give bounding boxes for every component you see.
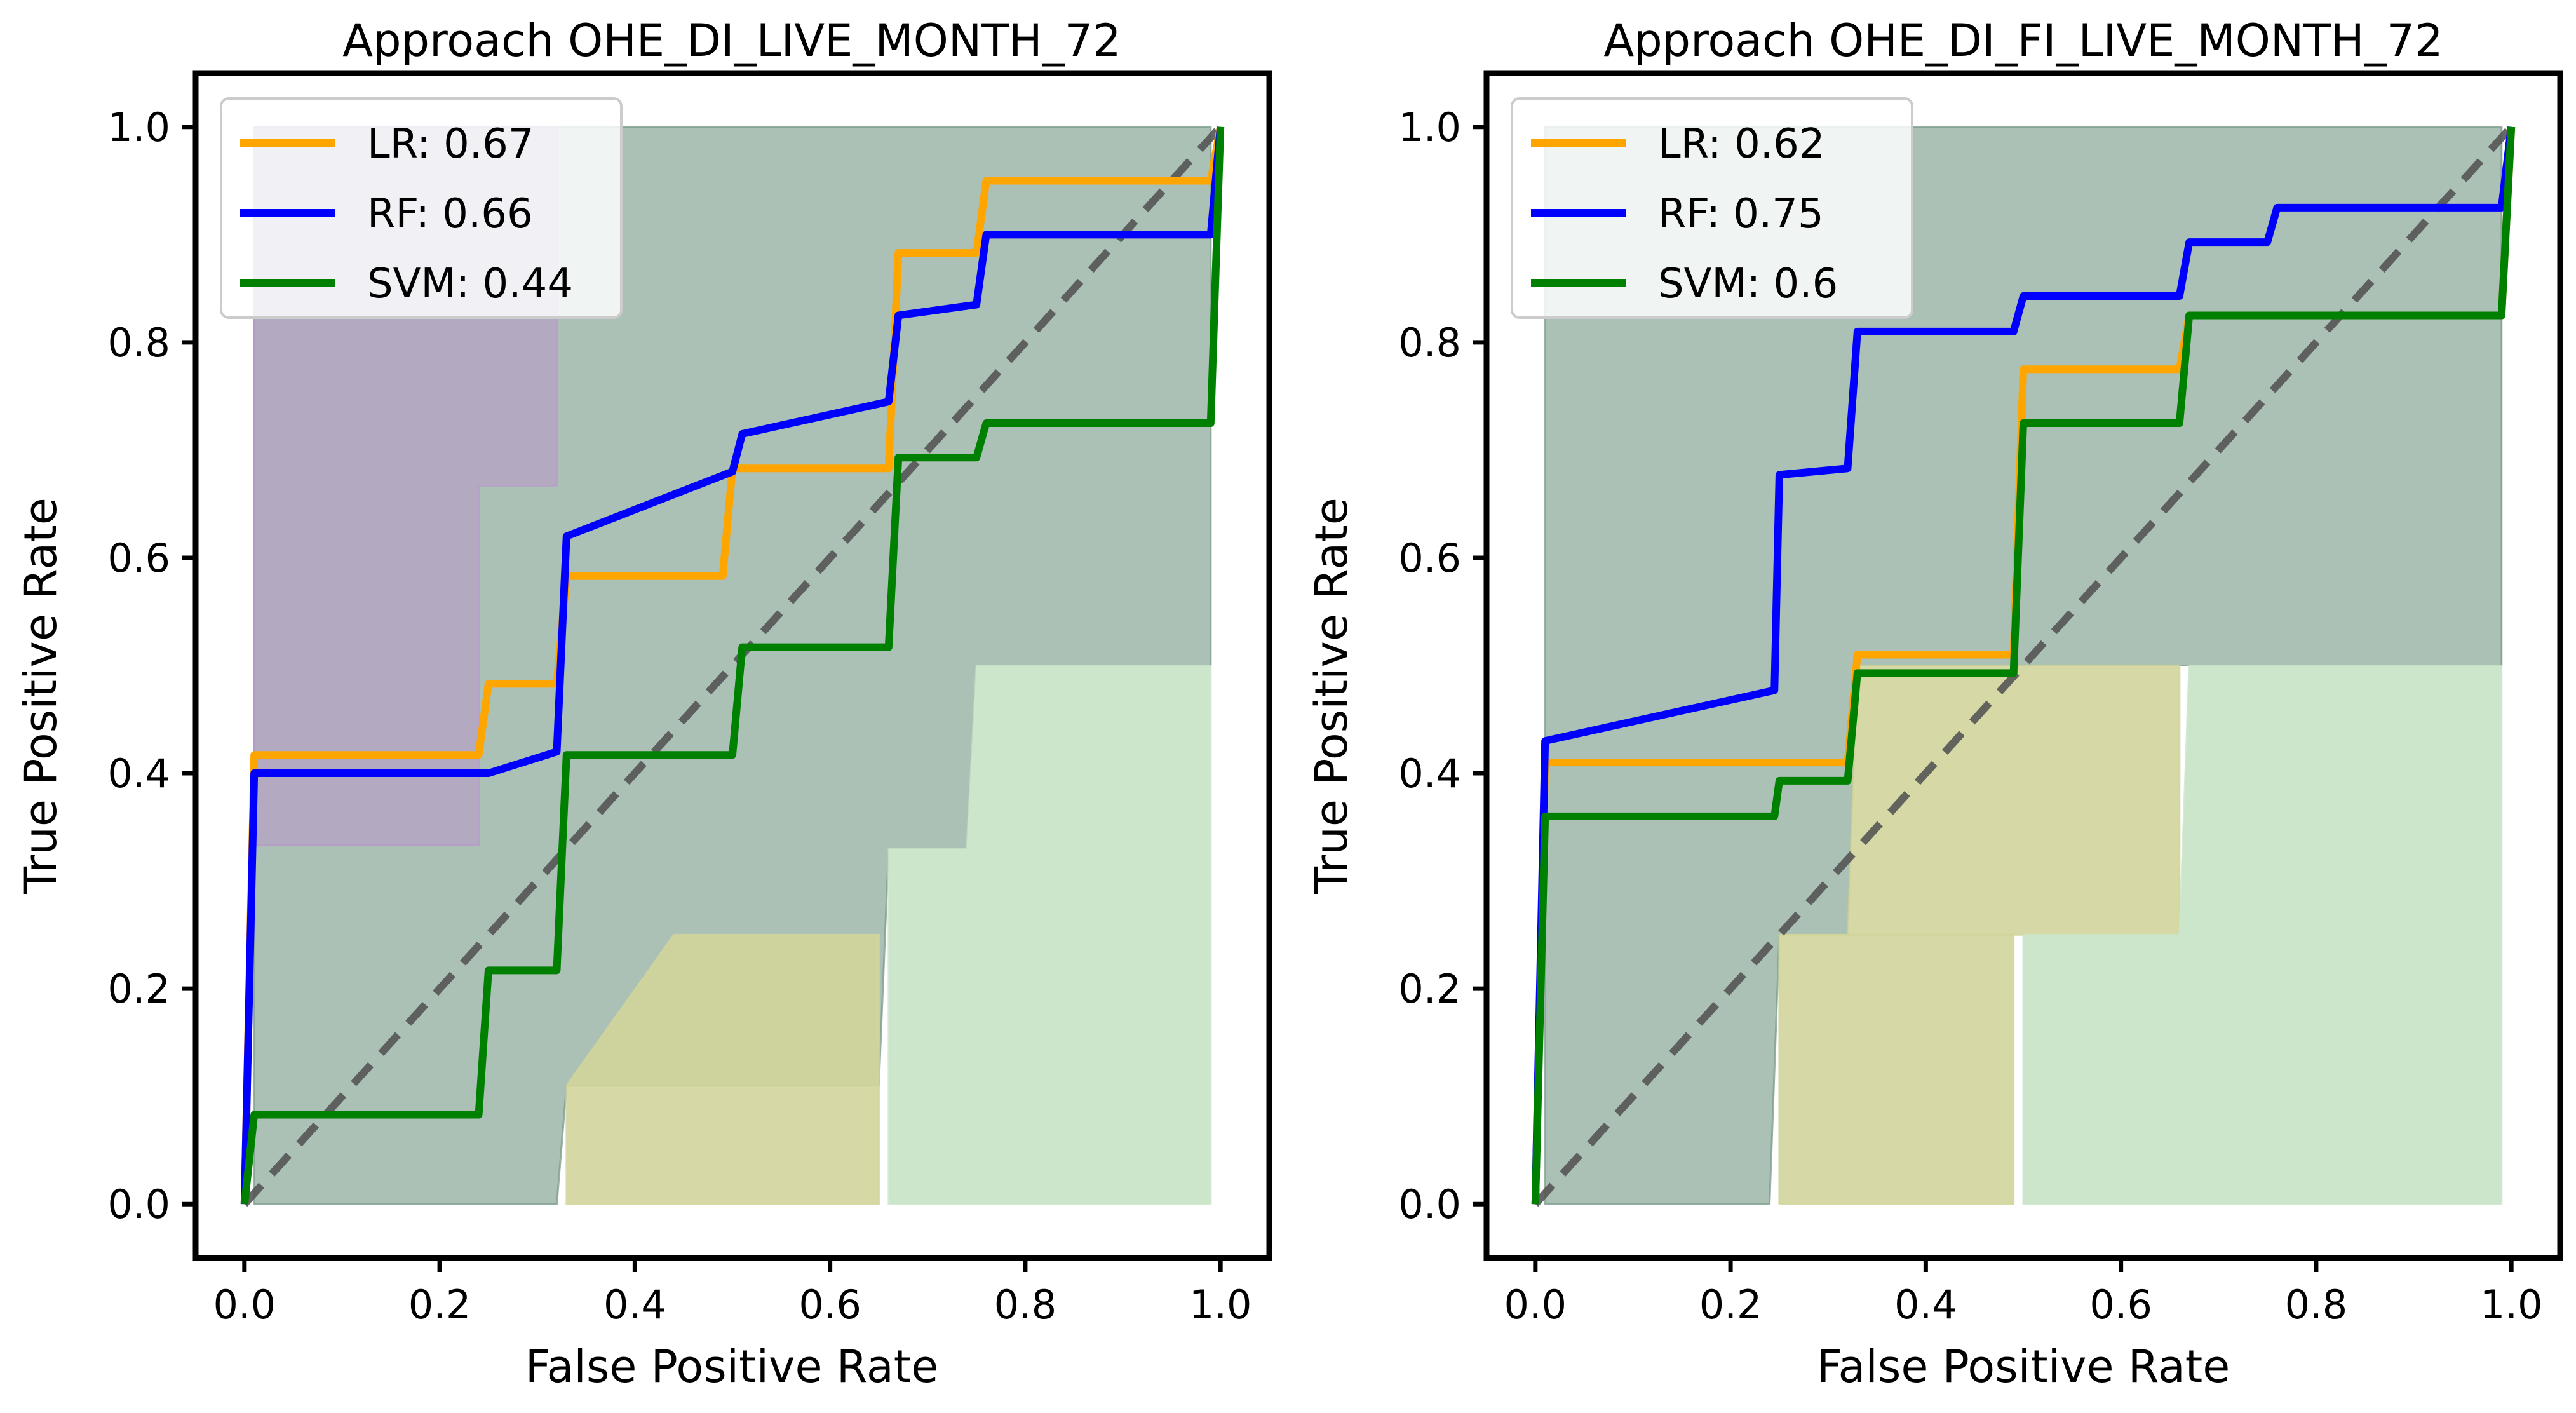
shaded-region-3 bbox=[1778, 933, 2015, 1205]
chart-title: Approach OHE_DI_FI_LIVE_MONTH_72 bbox=[1603, 15, 2443, 67]
x-tick-label: 0.0 bbox=[1504, 1281, 1567, 1328]
x-tick-label: 0.2 bbox=[1699, 1281, 1762, 1328]
y-tick-label: 0.8 bbox=[1398, 320, 1461, 366]
roc-line-2 bbox=[1531, 126, 2516, 1205]
x-tick-label: 0.0 bbox=[213, 1281, 276, 1328]
x-tick-label: 0.4 bbox=[1894, 1281, 1957, 1328]
x-tick-label: 1.0 bbox=[1189, 1281, 1252, 1328]
legend-entry-2: SVM: 0.44 bbox=[367, 260, 573, 308]
x-tick-label: 0.8 bbox=[2285, 1281, 2348, 1328]
legend: LR: 0.67 RF: 0.66 SVM: 0.44 bbox=[220, 97, 623, 319]
x-tick-label: 0.2 bbox=[408, 1281, 471, 1328]
legend-entry-1: RF: 0.75 bbox=[1658, 191, 1824, 238]
plot-area: 0.0 0.2 0.4 0.6 0.8 1.0 0.0 0.2 0.4 0.6 0.8 1.0 LR: … bbox=[1398, 70, 2563, 1328]
legend-box bbox=[1511, 97, 1913, 319]
axes-frame bbox=[1483, 70, 2563, 1261]
shaded-region-2 bbox=[565, 933, 880, 1205]
y-tick-label: 0.4 bbox=[1398, 750, 1461, 797]
plot-area: 0.0 0.2 0.4 0.6 0.8 1.0 0.0 0.2 0.4 0.6 0.8 1.0 LR: … bbox=[107, 70, 1272, 1328]
y-tick-label: 0.0 bbox=[107, 1181, 170, 1227]
shaded-region-1 bbox=[1779, 665, 2181, 936]
chart-title: Approach OHE_DI_LIVE_MONTH_72 bbox=[342, 15, 1121, 67]
roc-line-0 bbox=[240, 126, 1225, 1205]
roc-line-1 bbox=[1531, 126, 2516, 1205]
y-tick-label: 1.0 bbox=[107, 104, 170, 151]
x-tick-label: 0.6 bbox=[2089, 1281, 2152, 1328]
axes-frame bbox=[192, 70, 1272, 1261]
y-tick-label: 0.2 bbox=[1398, 966, 1461, 1012]
x-tick-label: 0.8 bbox=[994, 1281, 1057, 1328]
y-tick-label: 0.8 bbox=[107, 320, 170, 366]
x-axis-label: False Positive Rate bbox=[1817, 1341, 2230, 1393]
y-axis-label: True Positive Rate bbox=[1305, 497, 1358, 895]
legend-entry-0: LR: 0.62 bbox=[1658, 121, 1825, 168]
roc-panel-left: Approach OHE_DI_LIVE_MONTH_72 0.0 0.2 0.4 0… bbox=[15, 15, 1272, 1393]
y-tick-label: 0.2 bbox=[107, 966, 170, 1012]
roc-line-2 bbox=[240, 126, 1225, 1205]
x-tick-label: 0.4 bbox=[604, 1281, 666, 1328]
legend-entry-2: SVM: 0.6 bbox=[1658, 260, 1838, 308]
x-tick-label: 0.6 bbox=[799, 1281, 861, 1328]
roc-panel-right: Approach OHE_DI_FI_LIVE_MONTH_72 0.0 0.2 0… bbox=[1305, 15, 2563, 1393]
legend-entry-1: RF: 0.66 bbox=[367, 191, 533, 238]
y-tick-label: 0.0 bbox=[1398, 1181, 1461, 1227]
y-tick-label: 0.6 bbox=[1398, 535, 1461, 581]
y-tick-label: 0.6 bbox=[107, 535, 170, 581]
y-axis-label: True Positive Rate bbox=[15, 497, 67, 895]
x-tick-label: 1.0 bbox=[2480, 1281, 2543, 1328]
legend: LR: 0.62 RF: 0.75 SVM: 0.6 bbox=[1511, 97, 1913, 319]
shaded-region-2 bbox=[2022, 665, 2503, 1205]
x-axis-label: False Positive Rate bbox=[525, 1341, 939, 1393]
y-tick-label: 1.0 bbox=[1398, 104, 1461, 151]
roc-line-1 bbox=[240, 126, 1225, 1205]
shaded-region-3 bbox=[887, 665, 1212, 1205]
legend-box bbox=[220, 97, 623, 319]
y-tick-label: 0.4 bbox=[107, 750, 170, 797]
legend-entry-0: LR: 0.67 bbox=[367, 121, 534, 168]
